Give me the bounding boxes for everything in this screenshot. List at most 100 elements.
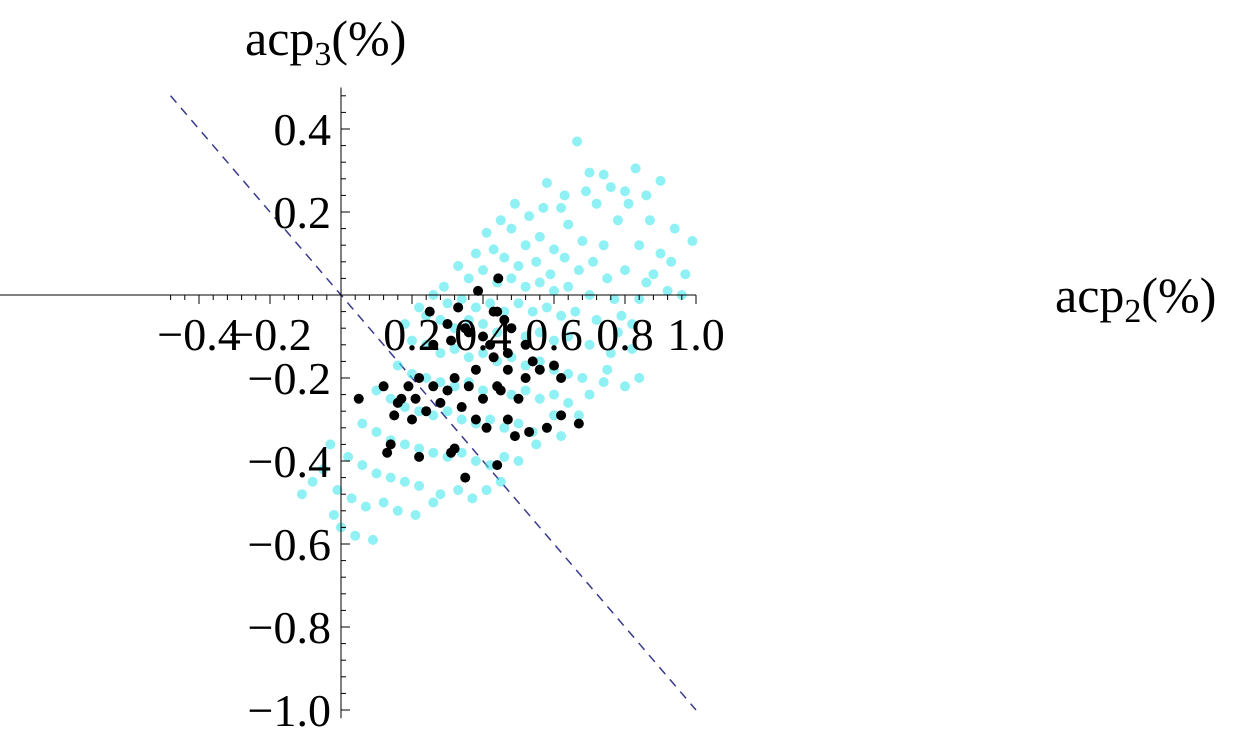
data-point bbox=[456, 402, 467, 413]
data-point bbox=[495, 385, 506, 396]
data-point bbox=[325, 439, 336, 450]
tick-labels-layer: −0.4−0.2 0.2 0.4 0.6 0.8 1.00.40.2−0.2−0.4−0.… bbox=[157, 104, 724, 736]
data-point bbox=[399, 319, 410, 330]
data-point bbox=[449, 343, 460, 354]
data-point bbox=[584, 167, 595, 178]
data-point bbox=[460, 472, 471, 483]
y-tick-label: −0.8 bbox=[248, 602, 331, 653]
axes-layer bbox=[0, 87, 697, 719]
data-point bbox=[470, 414, 481, 425]
data-point bbox=[669, 223, 680, 234]
data-point bbox=[538, 202, 549, 213]
data-point bbox=[499, 422, 510, 433]
data-point bbox=[424, 306, 435, 317]
data-point bbox=[534, 231, 545, 242]
data-point bbox=[389, 410, 400, 421]
data-point bbox=[563, 281, 574, 292]
y-axis-title-unit: (%) bbox=[331, 10, 406, 66]
data-point bbox=[463, 273, 474, 284]
data-point bbox=[421, 373, 432, 383]
data-point bbox=[414, 480, 425, 491]
data-point bbox=[612, 327, 623, 338]
data-point bbox=[499, 306, 510, 317]
data-point bbox=[478, 265, 488, 276]
data-point bbox=[378, 497, 389, 508]
data-point bbox=[531, 439, 542, 450]
data-point bbox=[612, 215, 623, 226]
data-point bbox=[502, 364, 513, 375]
data-point bbox=[598, 169, 609, 180]
data-point bbox=[577, 373, 588, 383]
data-point bbox=[493, 273, 504, 284]
data-point bbox=[573, 410, 584, 421]
data-point bbox=[357, 460, 368, 471]
data-point bbox=[485, 298, 496, 309]
y-axis-title: acp3(%) bbox=[245, 10, 406, 73]
data-point bbox=[556, 310, 567, 321]
data-point bbox=[559, 190, 570, 201]
data-point bbox=[478, 319, 488, 330]
data-point bbox=[407, 335, 417, 346]
data-point bbox=[513, 456, 524, 466]
data-point bbox=[414, 443, 425, 454]
data-point bbox=[534, 393, 545, 404]
data-point bbox=[442, 319, 453, 330]
data-point bbox=[446, 335, 457, 346]
data-point bbox=[435, 348, 446, 359]
data-point bbox=[534, 327, 545, 338]
data-point bbox=[634, 240, 645, 251]
data-point bbox=[478, 385, 488, 396]
data-point bbox=[620, 186, 630, 197]
data-point bbox=[513, 418, 524, 429]
data-point bbox=[520, 281, 531, 292]
data-point bbox=[549, 285, 559, 296]
data-point bbox=[524, 426, 535, 437]
data-point bbox=[318, 464, 329, 475]
data-point bbox=[602, 364, 613, 375]
data-point bbox=[492, 327, 503, 338]
data-point bbox=[478, 393, 488, 404]
y-tick-label: −0.4 bbox=[248, 436, 331, 487]
data-point bbox=[556, 202, 567, 213]
data-point bbox=[346, 493, 357, 504]
data-point bbox=[605, 182, 616, 193]
data-point bbox=[531, 256, 542, 267]
data-point bbox=[513, 298, 524, 309]
data-point bbox=[449, 443, 460, 454]
data-point bbox=[541, 177, 552, 188]
data-point bbox=[549, 244, 559, 255]
x-tick-label: −0.4 bbox=[157, 309, 240, 360]
data-point bbox=[666, 256, 677, 267]
data-point bbox=[414, 451, 425, 462]
data-point bbox=[627, 343, 638, 354]
data-point bbox=[549, 335, 559, 346]
data-point bbox=[495, 215, 506, 226]
data-point bbox=[296, 489, 307, 500]
data-point bbox=[527, 306, 538, 317]
data-point bbox=[556, 373, 567, 383]
data-point bbox=[534, 277, 545, 288]
data-point bbox=[442, 298, 453, 309]
data-point bbox=[382, 447, 393, 458]
data-point bbox=[435, 489, 446, 500]
data-point bbox=[328, 509, 339, 520]
data-point bbox=[463, 381, 474, 392]
data-point bbox=[563, 397, 574, 408]
data-point bbox=[367, 534, 378, 545]
data-point bbox=[470, 302, 481, 313]
points-layer bbox=[296, 136, 698, 545]
data-point bbox=[570, 306, 581, 317]
x-tick-label: 0.4 bbox=[454, 309, 512, 360]
data-point bbox=[392, 505, 403, 516]
data-point bbox=[598, 240, 609, 251]
data-point bbox=[572, 136, 583, 147]
x-tick-label: −0.2 bbox=[228, 309, 311, 360]
data-point bbox=[573, 265, 584, 276]
data-point bbox=[520, 385, 531, 396]
data-point bbox=[396, 393, 407, 404]
data-point bbox=[378, 381, 389, 392]
data-point bbox=[641, 190, 652, 201]
data-point bbox=[463, 327, 474, 338]
data-point bbox=[506, 223, 517, 234]
data-point bbox=[332, 485, 343, 496]
